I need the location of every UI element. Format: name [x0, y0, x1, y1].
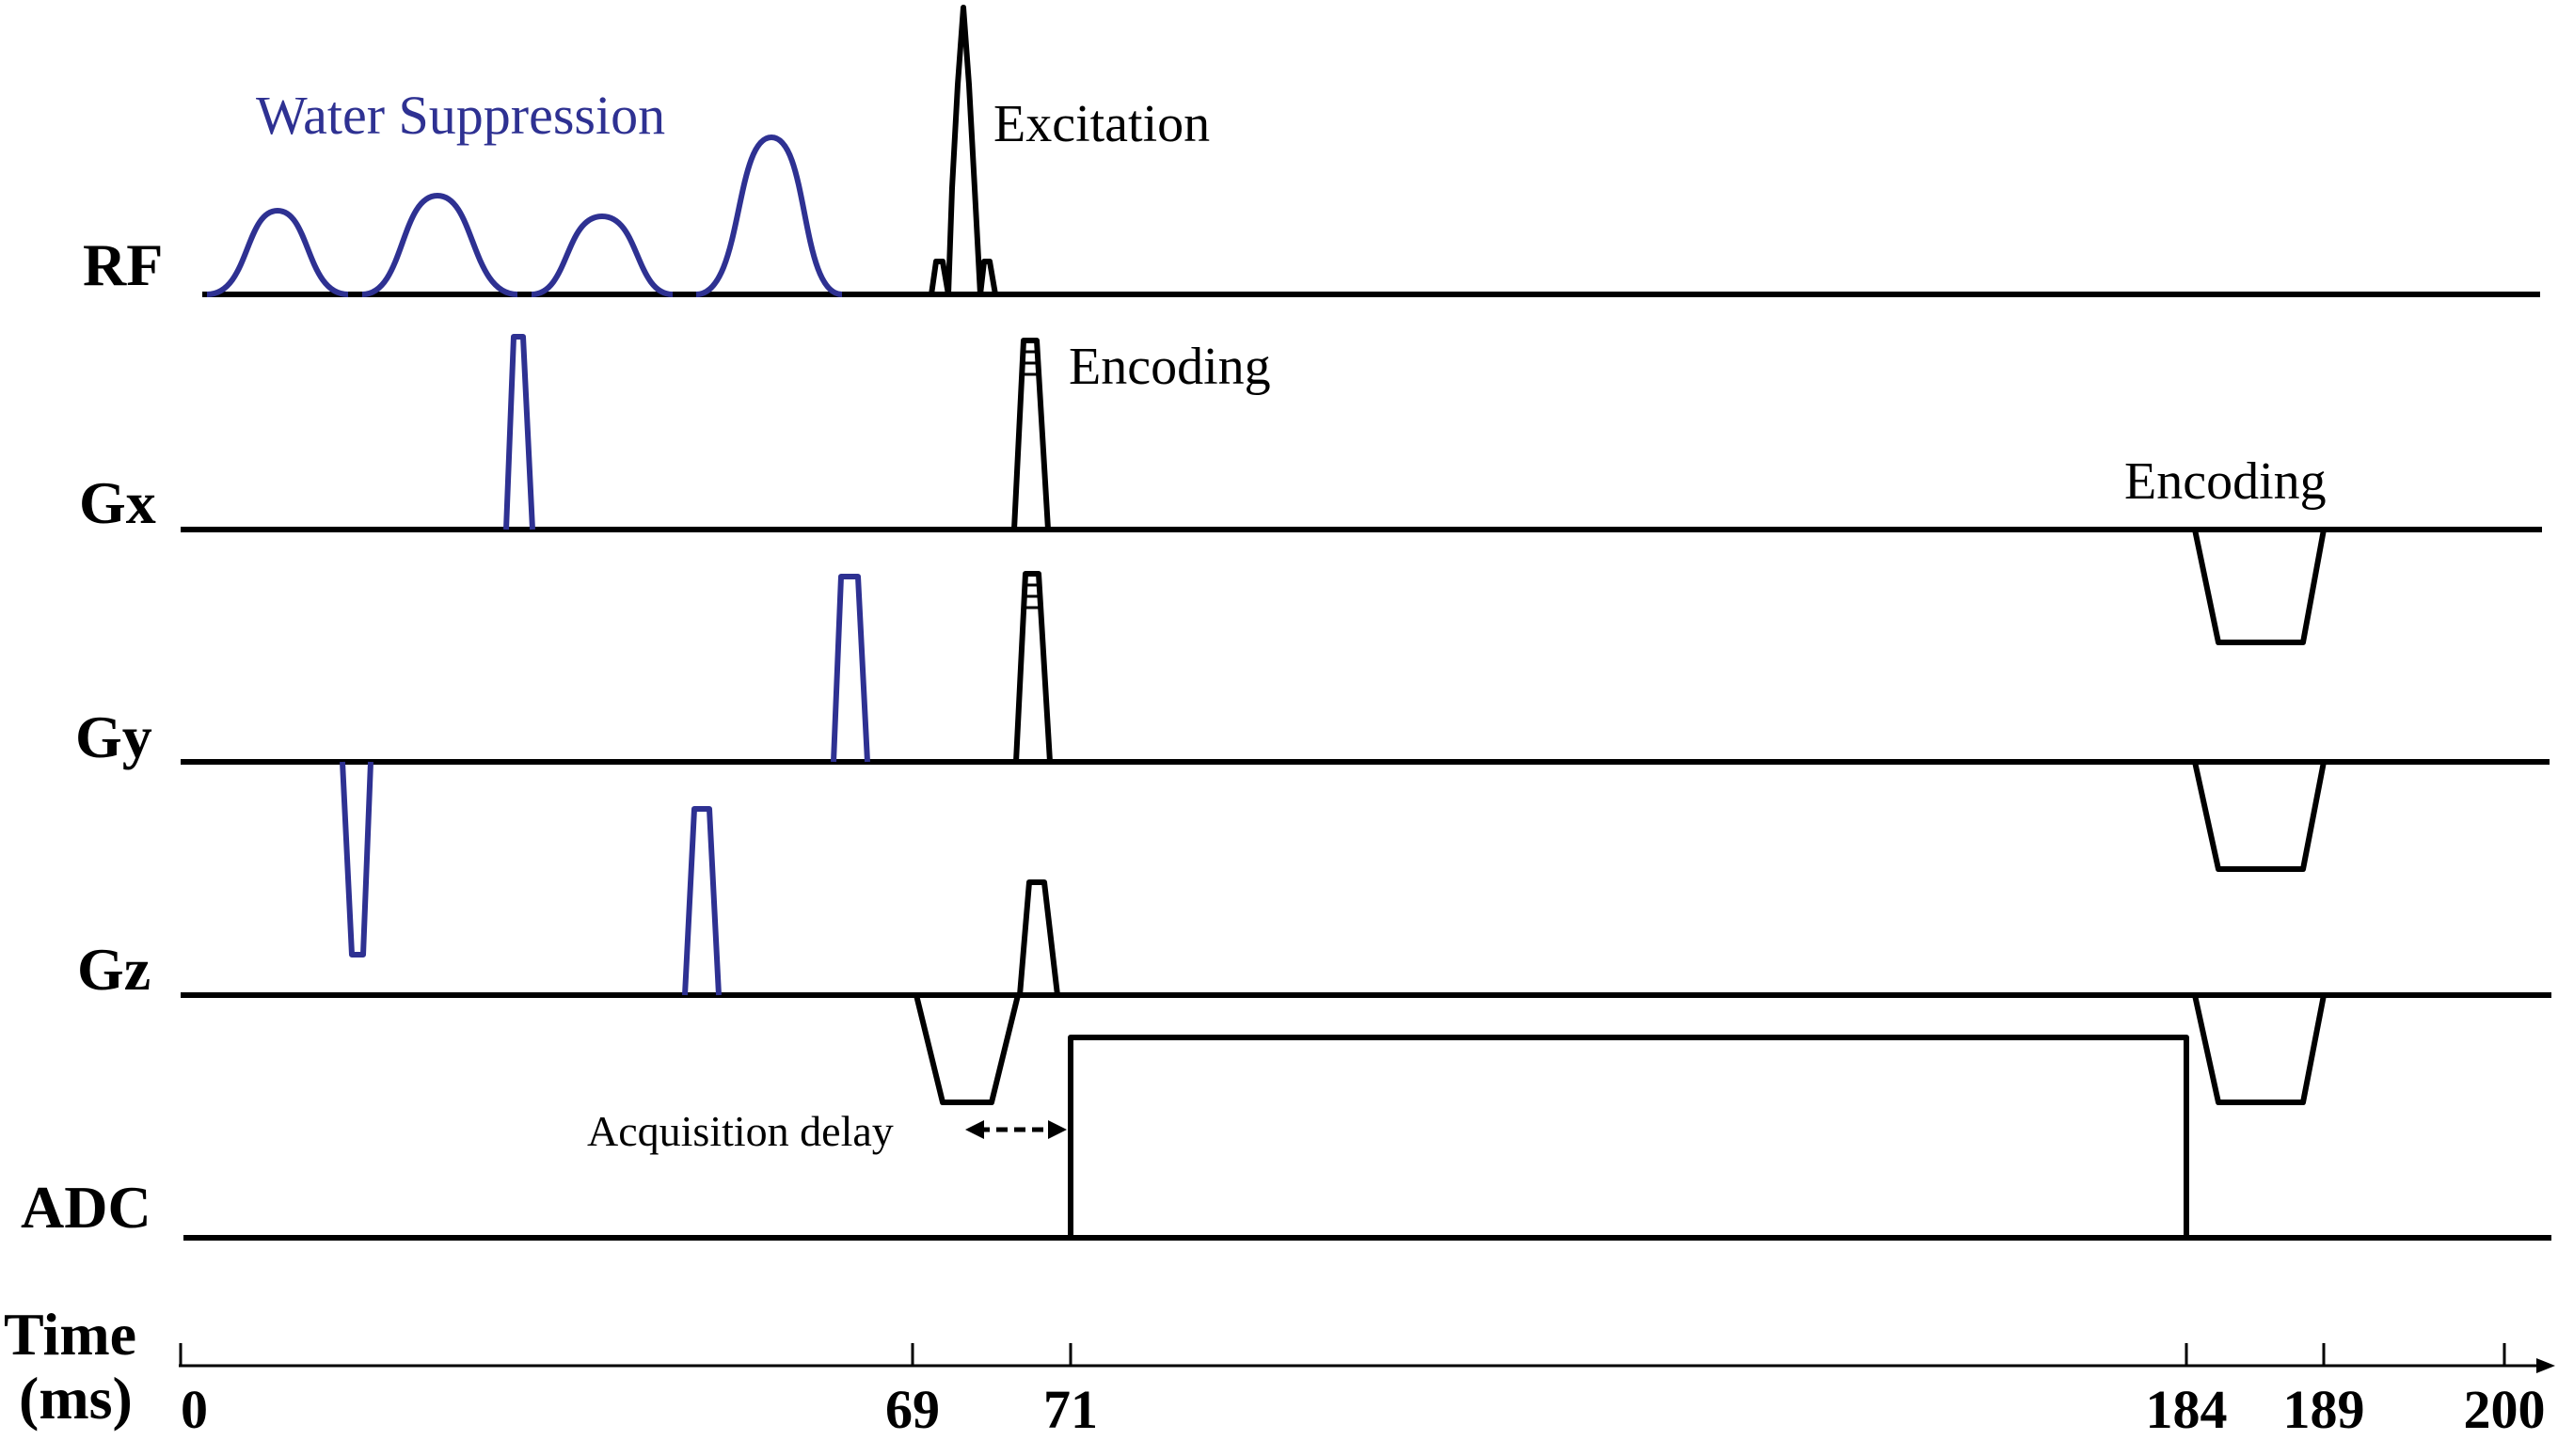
channel-label-rf: RF: [83, 231, 163, 298]
gy-end-encoding-gradient: [2192, 761, 2327, 872]
time-axis-arrowhead: [2536, 1358, 2555, 1373]
ws-rf-pulse-1: [206, 208, 349, 297]
ws-rf-pulse-4: [695, 135, 843, 297]
water-suppression-pulses: [206, 135, 843, 297]
time-tick-label-0: 0: [181, 1379, 208, 1440]
channel-label-gy: Gy: [75, 704, 152, 770]
excitation-rf-pulse: [929, 5, 998, 297]
gz-refocus-gradient: [914, 994, 1021, 1105]
time-tick-label-69: 69: [885, 1379, 940, 1440]
time-axis-ticks: 0 69 71 184 189 200: [179, 1343, 2546, 1440]
gx-encoding-gradient: [1011, 338, 1051, 530]
water-suppression-label: Water Suppression: [256, 85, 665, 146]
encoding-label-2: Encoding: [2124, 452, 2327, 511]
gx-end-encoding-gradient: [2192, 529, 2327, 645]
ws-gy-gradient: [831, 574, 870, 763]
time-tick-label-184: 184: [2146, 1379, 2228, 1440]
adc-acquisition-window: [1068, 1035, 2189, 1238]
gz-end-encoding-gradient: [2192, 994, 2327, 1105]
time-tick-label-200: 200: [2464, 1379, 2546, 1440]
acquisition-delay-arrow: [965, 1120, 1067, 1139]
time-axis-label-1: Time: [4, 1301, 136, 1368]
ws-rf-pulse-3: [531, 214, 674, 297]
channel-label-adc: ADC: [21, 1174, 151, 1241]
gy-encoding-gradient: [1013, 571, 1053, 763]
encoding-label-1: Encoding: [1069, 338, 1271, 396]
ws-rf-pulse-2: [361, 193, 518, 297]
ws-gz-positive-gradient: [682, 806, 722, 996]
channel-label-gz: Gz: [77, 936, 151, 1003]
ws-gz-negative-gradient: [340, 761, 373, 957]
ws-gx-gradient: [503, 334, 535, 530]
gz-slice-select-gradient: [1017, 879, 1060, 996]
acquisition-delay-label: Acquisition delay: [587, 1107, 894, 1155]
time-tick-label-189: 189: [2283, 1379, 2365, 1440]
excitation-label: Excitation: [993, 95, 1210, 153]
time-tick-label-71: 71: [1043, 1379, 1098, 1440]
time-axis-label-2: (ms): [19, 1365, 133, 1432]
channel-label-gx: Gx: [79, 469, 156, 536]
